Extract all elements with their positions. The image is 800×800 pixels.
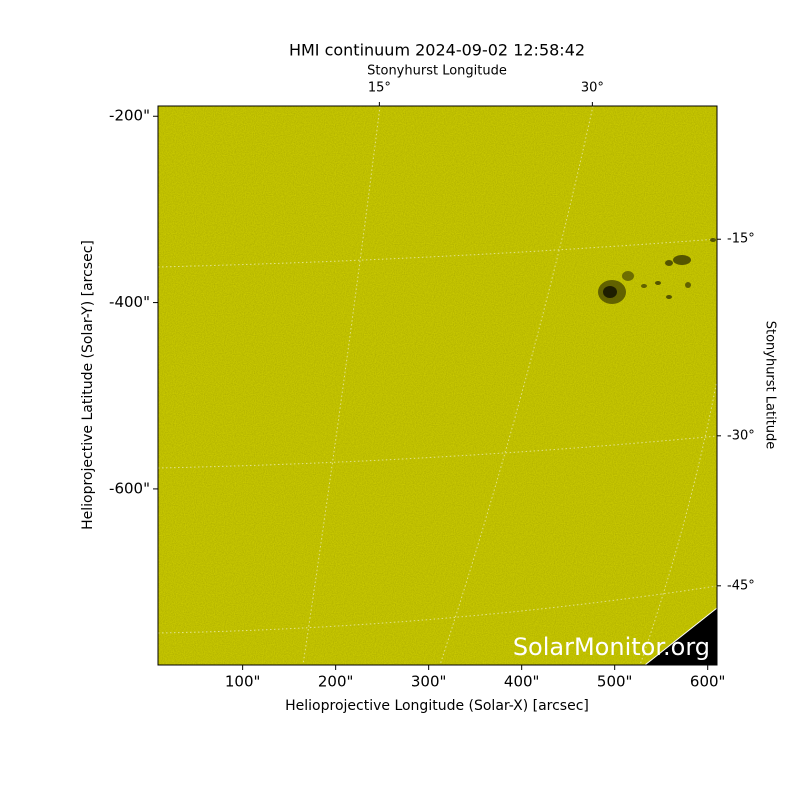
latitude-line bbox=[158, 585, 717, 634]
y2-axis-label: Stonyhurst Latitude bbox=[763, 321, 778, 450]
x-tick-label: 600" bbox=[690, 673, 726, 691]
sunspots bbox=[598, 238, 716, 304]
y-tick-label: -600" bbox=[109, 479, 150, 497]
x-axis-label: Helioprojective Longitude (Solar-X) [arc… bbox=[285, 698, 589, 714]
y2-tick-label: -15° bbox=[727, 232, 755, 247]
plot-area bbox=[158, 106, 717, 665]
x-tick-label: 500" bbox=[597, 673, 633, 691]
y-axis-label: Helioprojective Latitude (Solar-Y) [arcs… bbox=[80, 240, 96, 530]
watermark: SolarMonitor.org bbox=[513, 633, 710, 661]
y-tick-label: -400" bbox=[109, 293, 150, 311]
y2-tick-label: -45° bbox=[727, 578, 755, 593]
x-tick-label: 400" bbox=[504, 673, 540, 691]
texture bbox=[158, 106, 717, 665]
x-tick-label: 300" bbox=[411, 673, 447, 691]
axes-frame bbox=[157, 105, 718, 666]
latitude-line bbox=[158, 435, 717, 469]
x2-axis-label: Stonyhurst Longitude bbox=[367, 64, 507, 79]
chart-title: HMI continuum 2024-09-02 12:58:42 bbox=[289, 41, 585, 60]
latitude-line bbox=[158, 238, 717, 268]
limb bbox=[644, 607, 717, 665]
longitude-line bbox=[639, 379, 717, 665]
y2-tick-label: -30° bbox=[727, 428, 755, 443]
x-tick-label: 200" bbox=[318, 673, 354, 691]
x2-tick-label: 30° bbox=[581, 81, 604, 96]
x2-tick-label: 15° bbox=[368, 81, 391, 96]
y-tick-label: -200" bbox=[109, 107, 150, 125]
longitude-line bbox=[439, 106, 594, 665]
x-tick-label: 100" bbox=[225, 673, 261, 691]
